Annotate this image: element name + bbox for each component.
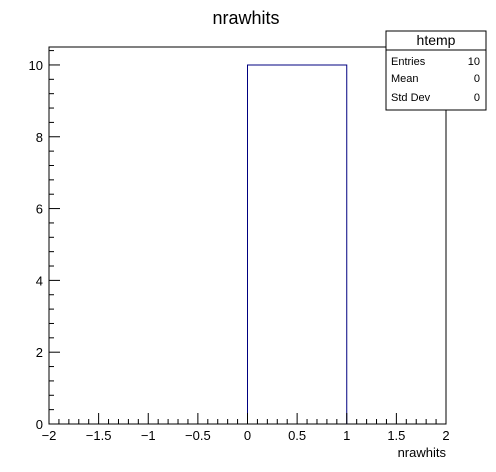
- y-tick-label: 0: [36, 417, 43, 432]
- stats-box: htemp Entries 10 Mean 0 Std Dev 0: [385, 30, 487, 111]
- stats-entries-label: Entries: [391, 56, 426, 68]
- histogram-bins: [247, 64, 348, 424]
- stats-box-frame: [385, 30, 487, 111]
- x-tick-label: 0.5: [288, 428, 306, 443]
- y-tick-label: 6: [36, 202, 43, 217]
- x-tick-label: 0: [244, 428, 251, 443]
- y-tick-label: 4: [36, 273, 43, 288]
- x-tick-label: −0.5: [185, 428, 211, 443]
- x-tick-label: 1: [343, 428, 350, 443]
- stats-stddev-label: Std Dev: [391, 92, 431, 104]
- stats-mean-label: Mean: [391, 73, 419, 85]
- y-tick-label: 10: [29, 58, 43, 73]
- stats-mean-value: 0: [474, 73, 480, 85]
- x-tick-label: −2: [42, 428, 57, 443]
- x-axis: −2 −1.5 −1 −0.5 0 0.5 1 1.5 2: [42, 413, 450, 443]
- y-tick-label: 2: [36, 345, 43, 360]
- x-tick-label: 1.5: [387, 428, 405, 443]
- stats-entries-value: 10: [468, 56, 480, 68]
- histogram-bin-0: [247, 64, 348, 424]
- stats-box-title: htemp: [417, 32, 456, 48]
- chart-title: nrawhits: [212, 8, 279, 28]
- x-tick-label: 2: [442, 428, 449, 443]
- x-axis-label: nrawhits: [398, 445, 447, 460]
- x-tick-label: −1.5: [86, 428, 112, 443]
- x-tick-label: −1: [141, 428, 156, 443]
- stats-stddev-value: 0: [474, 92, 480, 104]
- y-tick-label: 8: [36, 130, 43, 145]
- y-axis: 0 2 4 6 8 10: [29, 50, 60, 432]
